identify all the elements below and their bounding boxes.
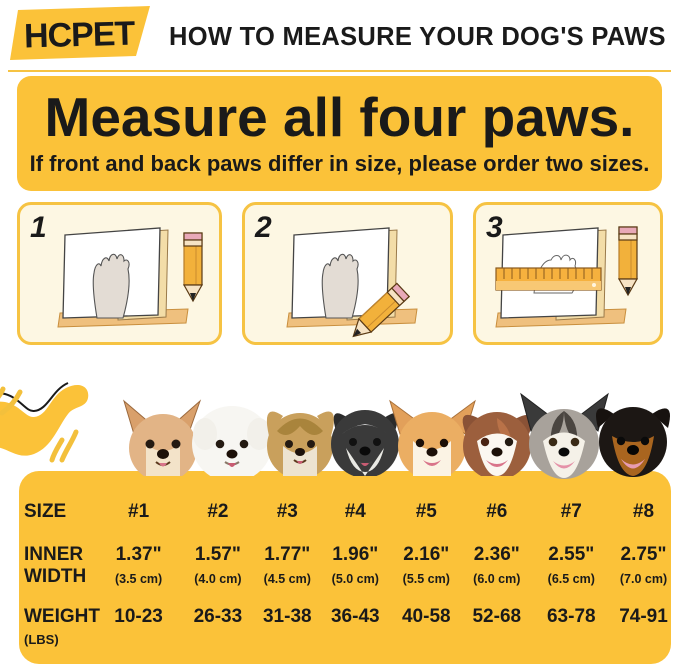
svg-text:HCPET: HCPET xyxy=(24,15,136,56)
